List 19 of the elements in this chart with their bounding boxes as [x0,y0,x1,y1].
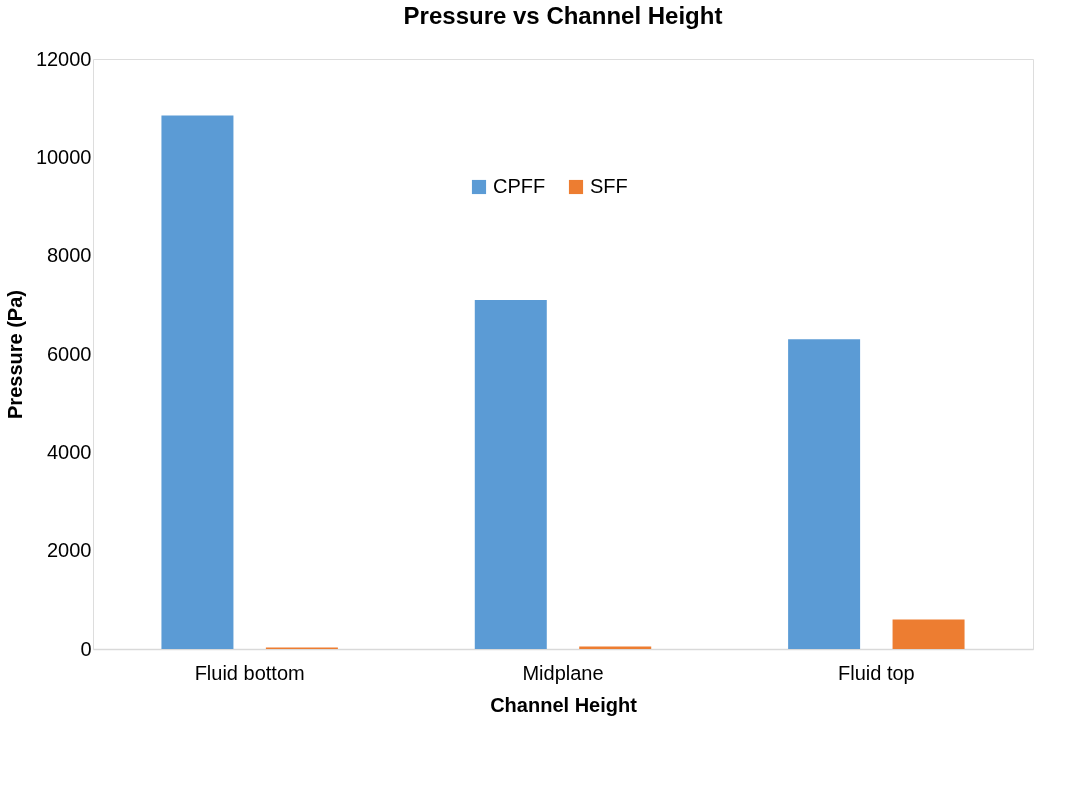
y-tick-label: 2000 [47,539,92,562]
legend-label: SFF [590,175,628,197]
y-tick-label: 6000 [47,342,92,365]
y-tick-label: 0 [80,637,92,660]
chart-title: Pressure vs Channel Height [403,2,723,29]
bar [161,115,234,649]
y-tick-label: 12000 [35,47,92,70]
y-tick-label: 10000 [35,145,92,168]
y-tick-label: 4000 [47,440,92,463]
y-tick-label: 8000 [47,244,92,267]
bar [474,299,547,649]
x-tick-label: Fluid top [837,661,915,684]
bar [788,339,861,649]
x-axis-title: Channel Height [490,693,638,716]
y-axis-title: Pressure (Pa) [3,290,26,419]
bar [892,619,965,649]
x-tick-label: Fluid bottom [194,661,305,684]
legend-label: CPFF [493,175,546,197]
x-tick-label: Midplane [522,661,604,684]
